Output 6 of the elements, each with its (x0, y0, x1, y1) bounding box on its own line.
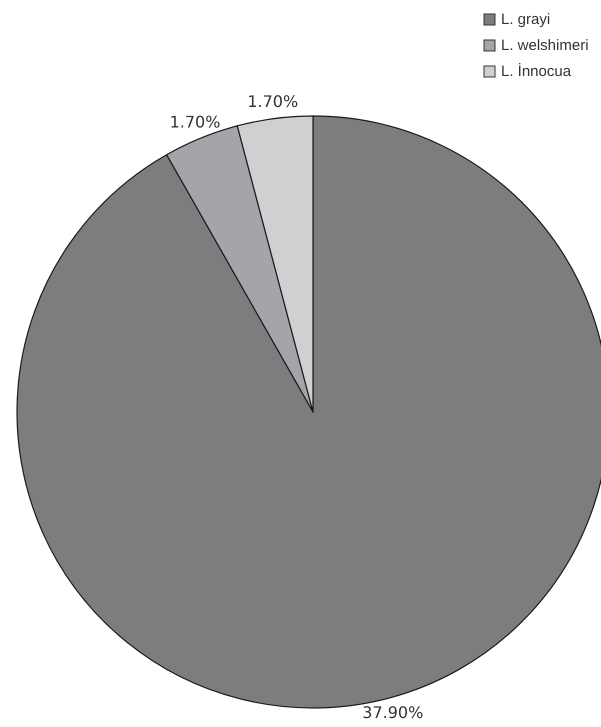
data-label: 1.70% (247, 92, 298, 111)
data-label: 37.90% (362, 703, 424, 722)
data-label: 1.70% (170, 112, 220, 132)
legend-label: L. welshimeri (501, 36, 589, 54)
legend-label: L. İnnocua (501, 62, 572, 80)
slice-label: L. grayi (501, 10, 550, 28)
